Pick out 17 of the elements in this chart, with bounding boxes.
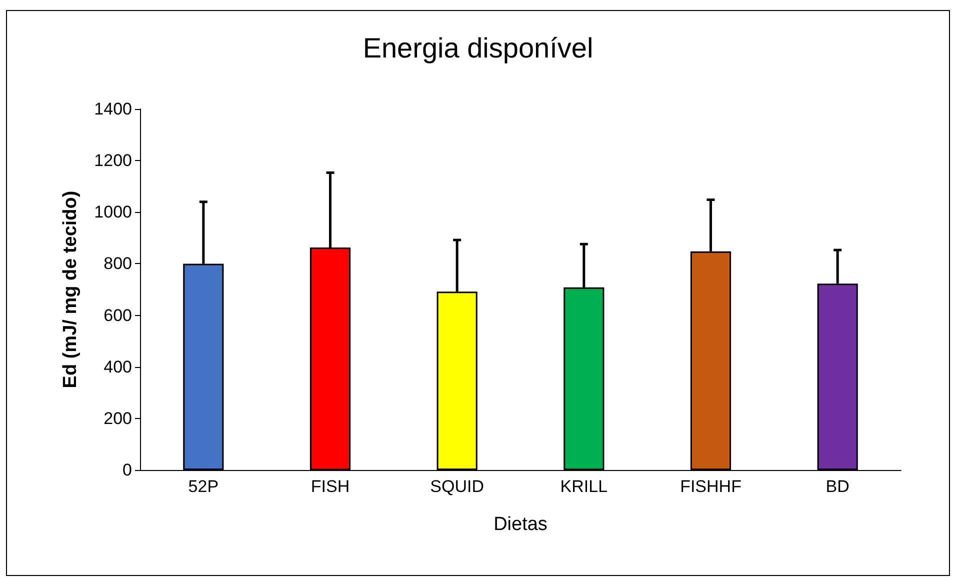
y-tick-label: 1000 xyxy=(94,202,132,222)
x-tick-label: BD xyxy=(826,477,850,496)
y-tick-label: 200 xyxy=(104,408,132,428)
x-axis-title: Dietas xyxy=(494,514,548,535)
y-axis-title: Ed (mJ/ mg de tecido) xyxy=(60,190,81,388)
y-tick-label: 0 xyxy=(122,460,132,480)
x-tick-label: FISH xyxy=(310,477,350,496)
y-tick-label: 800 xyxy=(104,254,132,274)
x-tick-label: SQUID xyxy=(430,477,484,496)
chart-title: Energia disponível xyxy=(362,32,594,64)
x-tick-label: KRILL xyxy=(560,477,608,496)
x-tick-label: 52P xyxy=(188,477,219,496)
y-tick-label: 600 xyxy=(104,306,132,325)
y-tick-label: 1200 xyxy=(94,151,132,170)
y-tick-label: 1400 xyxy=(94,100,132,118)
y-tick-label: 400 xyxy=(104,357,132,376)
x-tick-label: FISHHF xyxy=(680,477,742,496)
